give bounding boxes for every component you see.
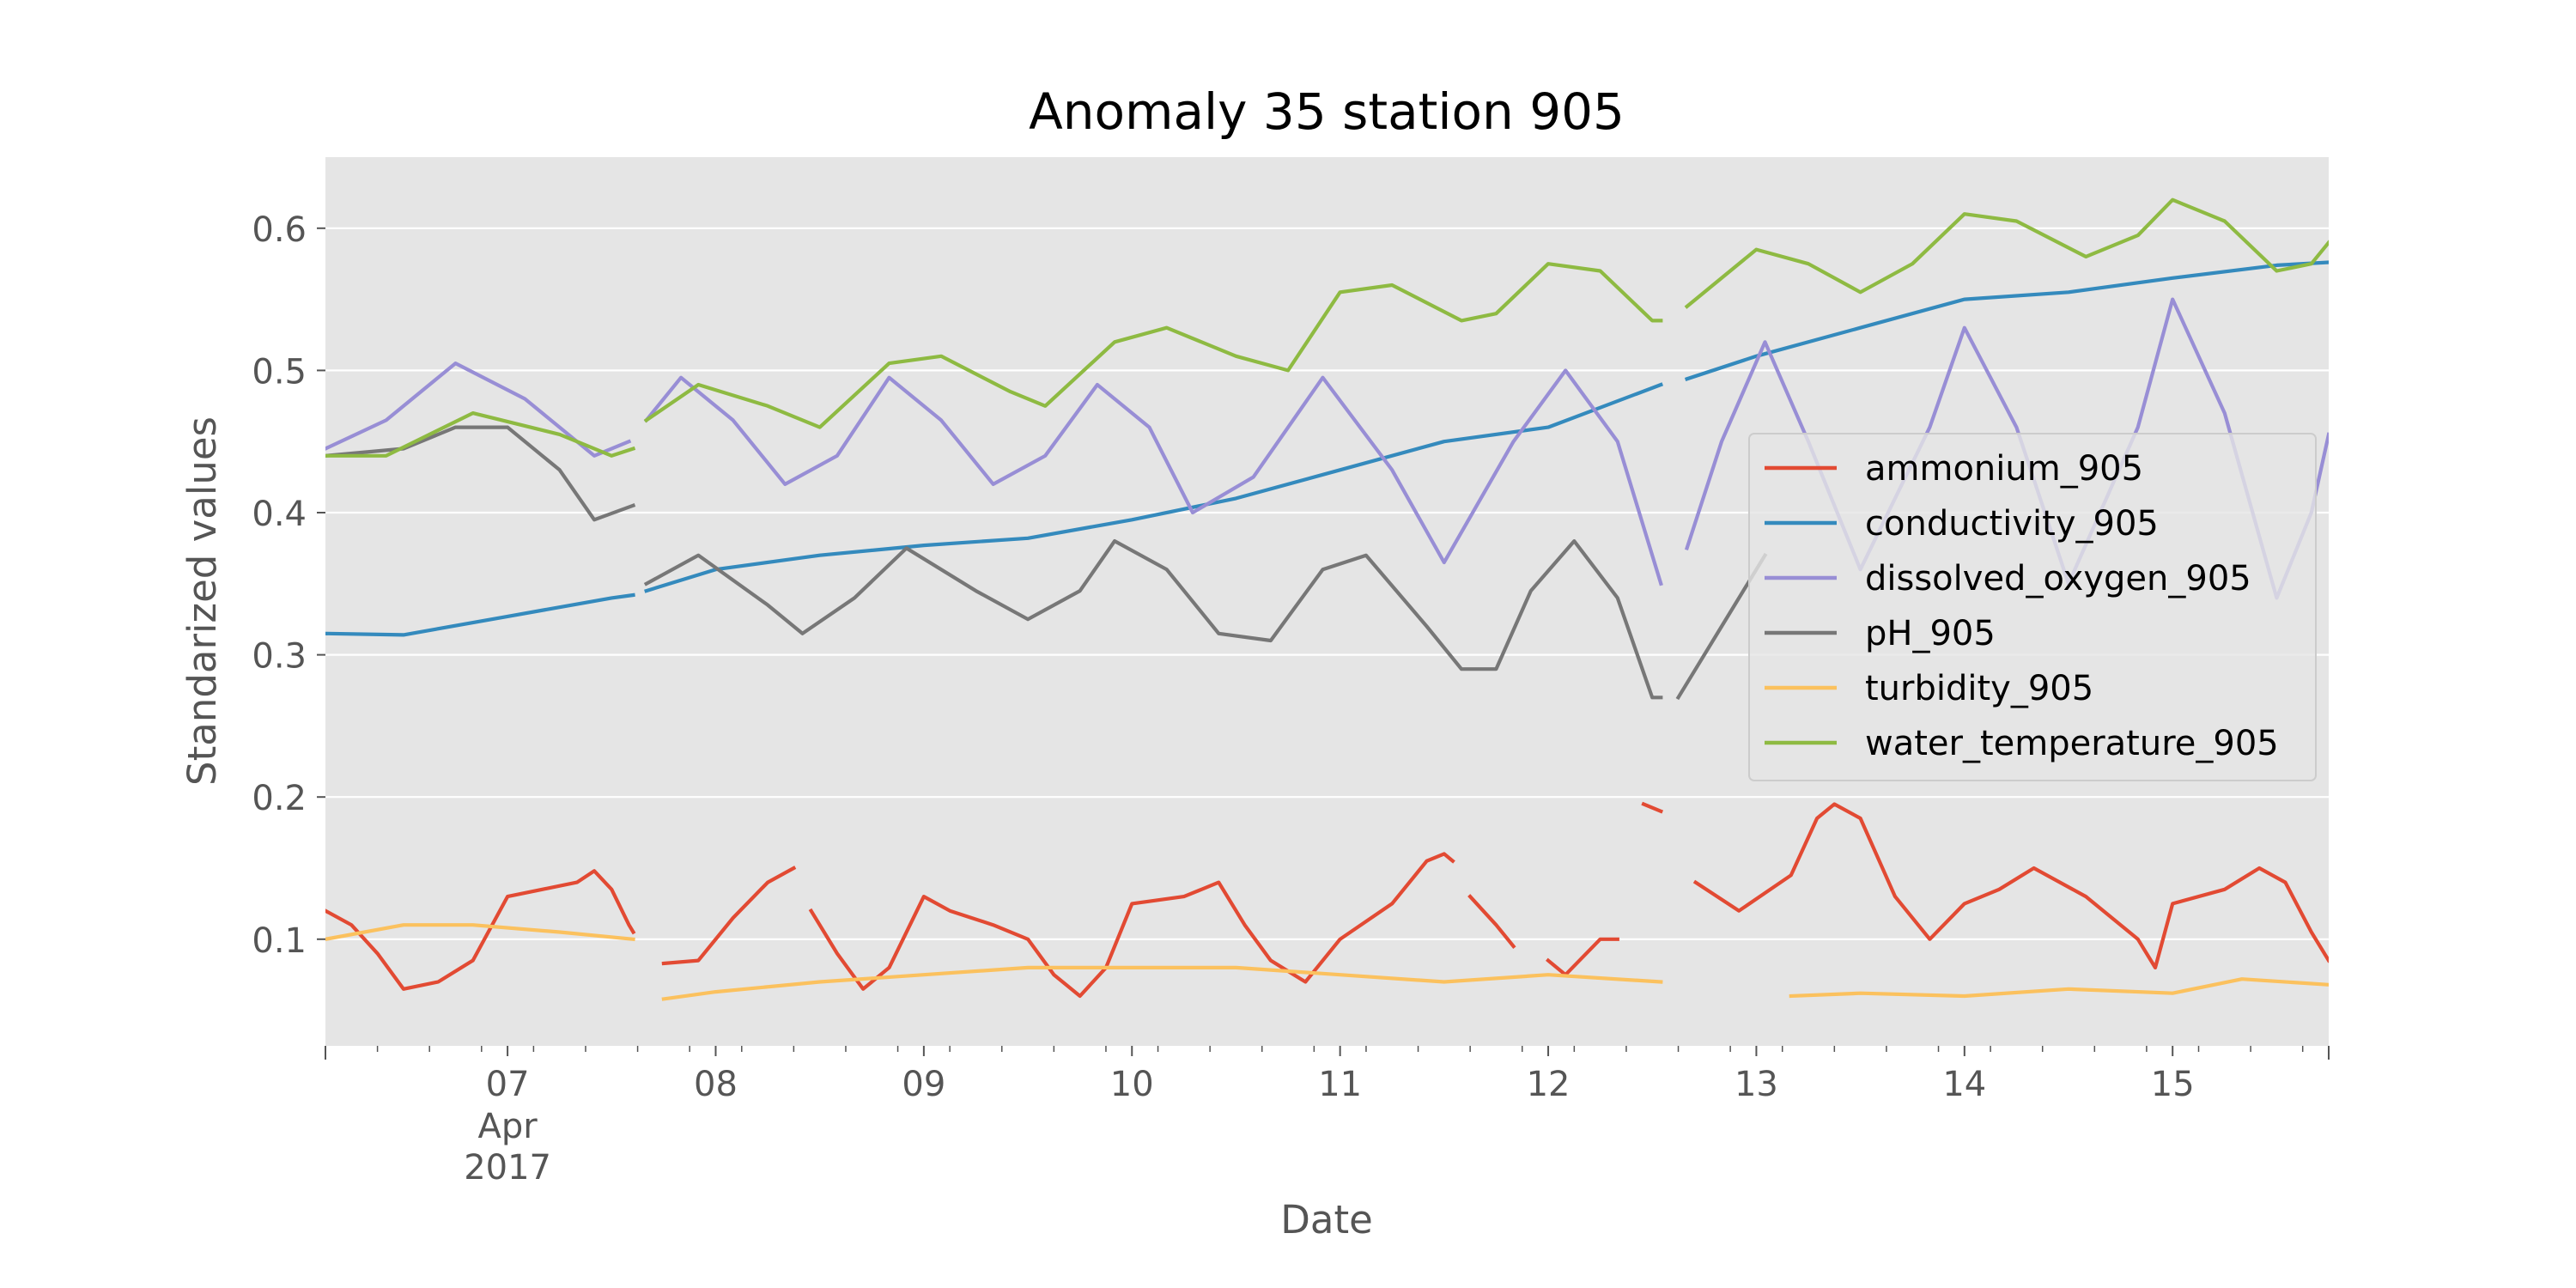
y-tick-label: 0.3 xyxy=(252,637,307,677)
x-tick-label: 11 xyxy=(1318,1065,1362,1104)
series-line-ammonium-905 xyxy=(325,801,2329,999)
x-tick-label: 10 xyxy=(1110,1065,1154,1104)
legend-label: ammonium_905 xyxy=(1865,449,2143,489)
y-tick-label: 0.6 xyxy=(252,210,307,250)
legend-label: turbidity_905 xyxy=(1865,669,2093,708)
y-tick-label: 0.1 xyxy=(252,921,307,961)
legend-label: pH_905 xyxy=(1865,614,1996,653)
x-tick-month-label: Apr xyxy=(477,1107,538,1146)
series-line-conductivity-905 xyxy=(325,260,2329,637)
y-tick-label: 0.2 xyxy=(252,779,307,818)
legend-box xyxy=(1748,433,2317,781)
series-line-water-temperature-905 xyxy=(325,197,2329,458)
y-axis: 0.1 0.2 0.3 0.4 0.5 0.6 xyxy=(252,210,325,961)
x-tick-label: 12 xyxy=(1527,1065,1571,1104)
y-tick-label: 0.4 xyxy=(252,495,307,534)
grid-lines xyxy=(325,227,2329,940)
legend-label: water_temperature_905 xyxy=(1865,724,2279,763)
x-tick-label: 08 xyxy=(694,1065,738,1104)
y-axis-label: Standarized values xyxy=(179,416,225,786)
legend-label: dissolved_oxygen_905 xyxy=(1865,559,2251,598)
x-tick-label: 09 xyxy=(902,1065,945,1104)
x-tick-label: 13 xyxy=(1735,1065,1778,1104)
legend-label: conductivity_905 xyxy=(1865,504,2159,544)
series-layer xyxy=(325,197,2329,1001)
y-tick-label: 0.5 xyxy=(252,352,307,392)
x-tick-year-label: 2017 xyxy=(464,1148,551,1188)
series-line-turbidity-905 xyxy=(325,923,2329,1001)
x-tick-label: 14 xyxy=(1942,1065,1986,1104)
x-axis-label: Date xyxy=(1280,1197,1373,1242)
legend: ammonium_905 conductivity_905 dissolved_ox… xyxy=(1748,433,2317,781)
chart-title: Anomaly 35 station 905 xyxy=(1029,82,1625,141)
x-tick-label: 15 xyxy=(2151,1065,2195,1104)
x-tick-label: 07 xyxy=(486,1065,530,1104)
